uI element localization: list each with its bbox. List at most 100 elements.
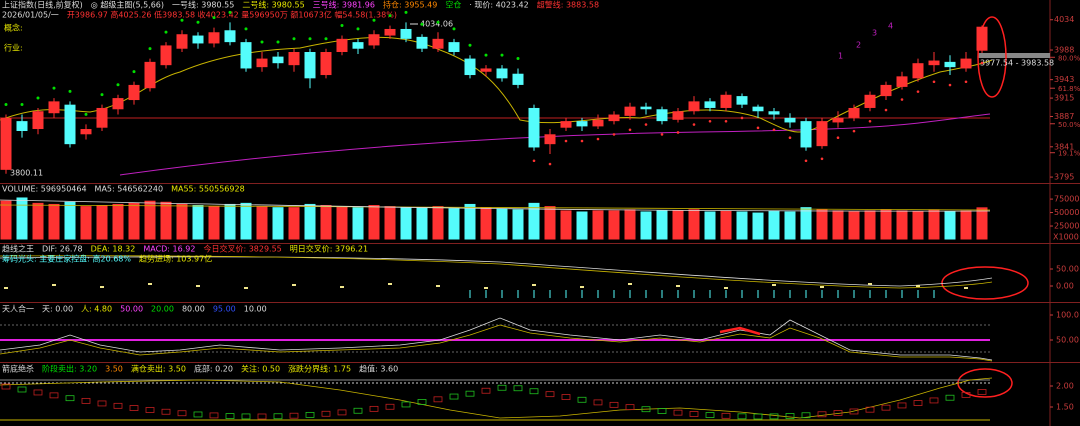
candle-body (128, 84, 140, 101)
candle-body (384, 28, 396, 36)
jiandi-box (145, 407, 155, 413)
jiandi-box (177, 410, 187, 417)
jiandi-box (401, 401, 411, 408)
volume-header: VOLUME: 596950464 (2, 185, 87, 194)
jiandi-box (737, 413, 747, 420)
wave-label: 2 (856, 41, 861, 50)
macd-header: 趋线之王 (2, 244, 34, 254)
signal-dot (756, 126, 760, 130)
y-tick-label: 3841 (1054, 142, 1074, 151)
tianren-header: 50.00 (120, 305, 143, 314)
signal-dot (836, 136, 840, 140)
jiandi-header: 阶段卖出: 3.20 (42, 364, 97, 374)
volume-bar (128, 202, 140, 240)
jiandi-box (801, 412, 811, 419)
candle-body (592, 119, 604, 127)
header-item: · 现价: 4023.42 (469, 1, 528, 10)
jiandi-box (49, 392, 59, 399)
jiandi-box (289, 412, 299, 419)
jiandi-box (305, 411, 315, 418)
candle-body (880, 84, 892, 97)
volume-bar (928, 209, 940, 240)
candle-body (464, 58, 476, 76)
signal-dot (740, 116, 744, 120)
ren-line (0, 324, 993, 362)
candle-body (320, 52, 332, 76)
signal-dot (276, 40, 280, 44)
jiandi-box (929, 397, 939, 404)
macd-header: DEA: 18.32 (91, 245, 136, 254)
jiandi-box (257, 413, 267, 420)
jiandi-box (65, 395, 75, 402)
volume-ma (0, 199, 991, 212)
macd-header: MACD: 16.92 (143, 245, 195, 254)
volume-tick-label: 50000 (1054, 208, 1079, 217)
candle-body (400, 28, 412, 39)
macd-dash (772, 284, 776, 286)
jiandi-box (753, 413, 763, 420)
signal-dot (244, 27, 248, 31)
volume-unit: X1000 (1053, 233, 1079, 242)
candle-body (112, 98, 124, 110)
volume-bar (688, 209, 700, 240)
header-item: ◎ 超级主图(5,5,66) (91, 0, 164, 10)
tianren-header: 20.00 (151, 305, 174, 314)
jiandi-box (337, 409, 347, 416)
volume-bar (48, 203, 60, 240)
candle-body (208, 32, 220, 44)
candle-body (800, 121, 812, 148)
signal-dot (900, 98, 904, 101)
y-tick-label: 3943 (1054, 75, 1074, 84)
y-tick-label: 50.00 (1056, 336, 1079, 345)
macd-dash (484, 287, 488, 289)
signal-dot (772, 128, 776, 132)
candle-body (816, 121, 828, 147)
header-item: 二号线: 3980.55 (242, 0, 304, 10)
volume-bar (448, 208, 460, 240)
macd-header: 今日交叉价: 3829.55 (203, 244, 281, 254)
candle-body (48, 101, 60, 114)
signal-dot (724, 119, 728, 123)
candle-body (560, 121, 572, 128)
signal-dot (948, 83, 952, 87)
volume-bar (624, 209, 636, 240)
candle-body (432, 38, 444, 49)
jiandi-box (865, 406, 875, 413)
signal-dot (356, 27, 360, 31)
wave-label: 3 (872, 29, 877, 38)
jiandi-box (561, 394, 571, 400)
high-label: 4034.06 (420, 20, 453, 29)
jiandi-box (97, 400, 107, 407)
jiandi-box (721, 412, 731, 419)
ratio-tick-label: 61.8% (1058, 85, 1080, 93)
candle-body (64, 104, 76, 145)
jiandi-box (433, 396, 443, 403)
jiandi-header: 关注: 0.50 (241, 364, 280, 374)
signal-dot (372, 18, 376, 22)
signal-segment (719, 326, 761, 336)
volume-bar (672, 210, 684, 240)
header-item: 超警线: 3883.58 (537, 0, 599, 10)
tianren-header: 天人合一 (2, 304, 34, 314)
jiandi-box (497, 384, 507, 391)
candle-body (416, 36, 428, 49)
range-label: 3977.54 - 3983.58 (980, 59, 1054, 68)
volume-bar (288, 207, 300, 240)
macd-dash (724, 287, 728, 289)
signal-dot (100, 93, 104, 97)
candle-body (736, 96, 748, 105)
volume-tick-label: 75000 (1054, 195, 1079, 204)
signal-dot (52, 86, 56, 90)
jiandi-box (209, 412, 219, 419)
volume-tick-label: 25000 (1054, 222, 1079, 231)
volume-bar (208, 206, 220, 240)
jiandi-box (17, 386, 27, 393)
volume-bar (496, 208, 508, 240)
macd-dash (580, 286, 584, 288)
signal-dot (580, 139, 584, 143)
signal-dot (564, 139, 568, 143)
volume-bar (576, 211, 588, 240)
signal-dot (548, 162, 552, 166)
y-tick-label: 3915 (1054, 94, 1074, 103)
volume-bar (272, 207, 284, 240)
